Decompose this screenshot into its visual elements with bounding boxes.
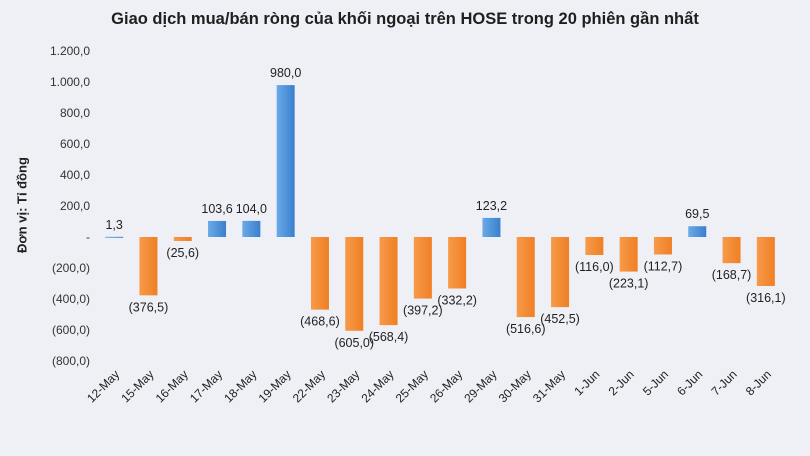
data-label: (568,4) <box>369 330 409 344</box>
x-tick-label: 17-May <box>187 367 225 405</box>
x-tick-label: 6-Jun <box>674 367 705 398</box>
x-tick-label: 25-May <box>393 367 431 405</box>
bar <box>516 237 535 318</box>
x-tick-label: 7-Jun <box>709 367 740 398</box>
x-tick-label: 29-May <box>461 367 499 405</box>
bar <box>653 237 672 255</box>
bar <box>345 237 364 331</box>
bar <box>413 237 432 299</box>
data-label: (168,7) <box>712 268 752 282</box>
x-tick-label: 23-May <box>324 367 362 405</box>
x-tick-label: 1-Jun <box>571 367 602 398</box>
data-label: 104,0 <box>236 202 267 216</box>
x-tick-label: 5-Jun <box>640 367 671 398</box>
x-tick-label: 26-May <box>427 367 465 405</box>
bar <box>310 237 329 310</box>
y-tick-label: 400,0 <box>60 168 90 182</box>
data-label: (397,2) <box>403 304 443 318</box>
y-tick-label: 200,0 <box>60 199 90 213</box>
data-label: 980,0 <box>270 66 301 80</box>
bars <box>105 85 775 331</box>
x-tick-label: 22-May <box>290 367 328 405</box>
bar <box>688 226 707 237</box>
bar <box>105 236 124 238</box>
data-label: (112,7) <box>644 259 683 273</box>
y-tick-label: (600,0) <box>52 323 90 337</box>
data-label: (116,0) <box>575 260 614 274</box>
x-tick-label: 31-May <box>530 367 568 405</box>
chart-title: Giao dịch mua/bán ròng của khối ngoại tr… <box>111 10 699 28</box>
x-tick-label: 2-Jun <box>606 367 637 398</box>
data-label: (452,5) <box>540 312 580 326</box>
y-tick-label: (800,0) <box>52 354 90 368</box>
x-tick-label: 18-May <box>221 367 259 405</box>
x-tick-label: 12-May <box>84 367 122 405</box>
bar <box>756 237 775 286</box>
bar <box>173 237 192 241</box>
x-axis-labels: 12-May15-May16-May17-May18-May19-May22-M… <box>84 367 774 405</box>
x-tick-label: 15-May <box>118 367 156 405</box>
y-tick-label: 1.000,0 <box>50 75 90 89</box>
y-tick-label: 600,0 <box>60 137 90 151</box>
bar <box>482 217 501 237</box>
bar <box>722 237 741 264</box>
data-label: (605,0) <box>334 336 374 350</box>
x-tick-label: 8-Jun <box>743 367 774 398</box>
x-tick-label: 30-May <box>496 367 534 405</box>
bar <box>276 85 295 237</box>
x-tick-label: 19-May <box>256 367 294 405</box>
data-label: (376,5) <box>129 300 169 314</box>
data-label: (316,1) <box>746 291 786 305</box>
x-tick-label: 16-May <box>153 367 191 405</box>
data-label: 103,6 <box>201 202 232 216</box>
data-label: 69,5 <box>685 207 709 221</box>
y-axis-ticks: 1.200,0 1.000,0 800,0 600,0 400,0 200,0 - (200,… <box>50 44 90 368</box>
data-label: (25,6) <box>166 246 199 260</box>
y-tick-label: 1.200,0 <box>50 44 90 58</box>
bar <box>448 237 467 289</box>
bar <box>585 237 604 255</box>
bar <box>139 237 158 296</box>
data-label: (468,6) <box>300 315 340 329</box>
bar <box>379 237 398 326</box>
y-tick-label: (400,0) <box>52 292 90 306</box>
bar <box>619 237 638 272</box>
data-label: (332,2) <box>437 293 477 307</box>
y-tick-label: - <box>86 230 90 244</box>
data-label: (223,1) <box>609 277 649 291</box>
y-tick-label: 800,0 <box>60 106 90 120</box>
data-label: (516,6) <box>506 322 546 336</box>
y-tick-label: (200,0) <box>52 261 90 275</box>
bar <box>242 220 261 237</box>
x-tick-label: 24-May <box>358 367 396 405</box>
bar <box>551 237 570 308</box>
data-label: 123,2 <box>476 199 507 213</box>
data-labels: 1,3 (376,5) (25,6) 103,6 104,0 980,0 (468,6) (6… <box>105 66 785 350</box>
data-label: 1,3 <box>105 218 122 232</box>
bar <box>208 220 227 237</box>
